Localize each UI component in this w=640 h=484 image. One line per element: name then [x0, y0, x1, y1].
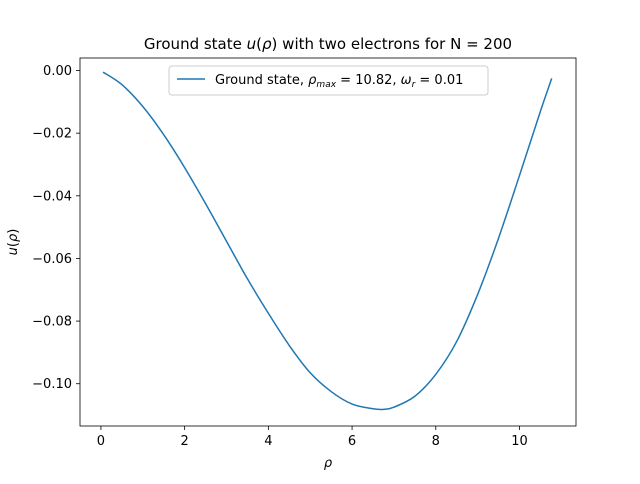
x-tick-label: 6 — [348, 434, 356, 449]
legend-entry-ground-state: Ground state, ρmax = 10.82, ωr = 0.01 — [215, 73, 463, 90]
x-tick-label: 4 — [264, 434, 272, 449]
x-tick-label: 10 — [511, 434, 528, 449]
chart-title: Ground state u(ρ) with two electrons for… — [144, 35, 512, 53]
legend-box — [168, 65, 489, 96]
y-tick-label: 0.00 — [43, 64, 72, 79]
y-tick-label: −0.06 — [32, 252, 72, 267]
y-tick-label: −0.10 — [32, 377, 72, 392]
legend: Ground state, ρmax = 10.82, ωr = 0.01 — [168, 65, 489, 96]
series-line-ground-state — [102, 71, 553, 411]
y-tick-label: −0.04 — [32, 189, 72, 204]
x-tick-label: 2 — [181, 434, 189, 449]
plot-area — [102, 71, 553, 411]
x-tick-label: 8 — [432, 434, 440, 449]
x-axis-label: ρ — [324, 456, 333, 471]
y-tick-label: −0.08 — [32, 315, 72, 330]
y-axis-label: u(ρ) — [6, 229, 21, 256]
x-axis-ticks: 0 2 4 6 8 10 — [97, 426, 528, 449]
axes-frame — [79, 57, 577, 427]
x-tick-label: 0 — [97, 434, 105, 449]
y-tick-label: −0.02 — [32, 127, 72, 142]
y-axis-ticks: 0.00 −0.02 −0.04 −0.06 −0.08 −0.10 — [32, 64, 80, 392]
